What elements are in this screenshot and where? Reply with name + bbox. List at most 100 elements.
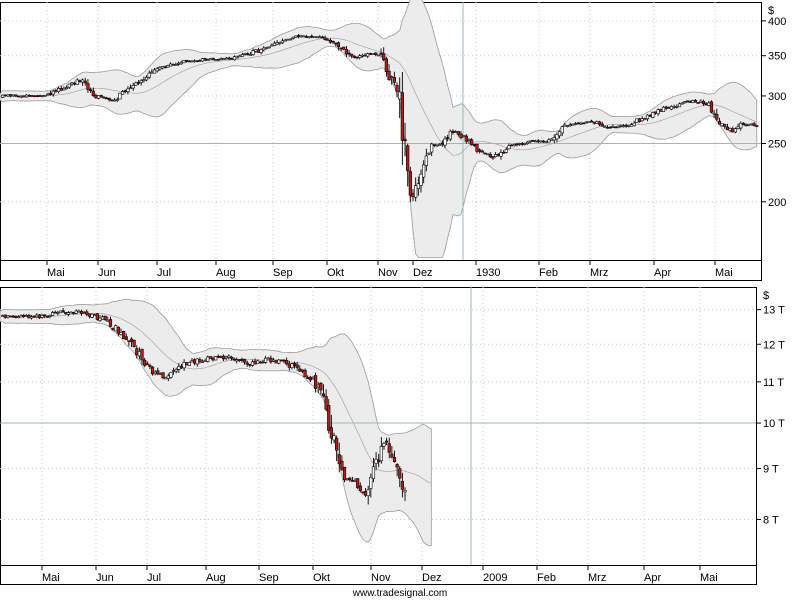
candle-up xyxy=(316,384,320,388)
candle-down xyxy=(304,36,309,38)
candle-up xyxy=(203,360,207,362)
candle-down xyxy=(211,57,215,60)
candle-down xyxy=(99,95,103,98)
candle-up xyxy=(98,317,102,321)
candle-up xyxy=(603,126,607,128)
y-tick-label: 300 xyxy=(768,91,786,103)
candle-down xyxy=(123,90,127,92)
candle-down xyxy=(605,127,610,129)
candle-down xyxy=(741,122,746,126)
candle-down xyxy=(451,130,455,133)
candle-up xyxy=(462,135,466,137)
candle-down xyxy=(184,59,189,62)
candle-down xyxy=(731,128,735,133)
x-tick-label: Mai xyxy=(47,267,65,279)
candle-up xyxy=(264,357,268,363)
candle-up xyxy=(611,126,615,128)
candle-up xyxy=(158,373,163,375)
candle-up xyxy=(587,121,591,123)
candle-down xyxy=(342,46,346,50)
top-price-panel: 200 250 300 350 400$ Mai Jun Jul Aug Sep Okt Nov Dez… xyxy=(0,0,786,281)
candle-up xyxy=(48,315,52,317)
candle-up xyxy=(126,88,130,92)
candle-up xyxy=(414,185,418,198)
candle-up xyxy=(179,61,183,65)
candle-up xyxy=(127,340,131,342)
candle-down xyxy=(87,313,92,317)
x-tick-label: Feb xyxy=(539,267,558,279)
candle-down xyxy=(327,405,331,431)
candle-down xyxy=(38,95,42,97)
candle-down xyxy=(536,140,540,143)
x-tick-label: Mai xyxy=(42,572,60,584)
bollinger-band xyxy=(0,0,758,258)
candle-down xyxy=(368,53,372,55)
candle-down xyxy=(685,100,690,103)
candle-down xyxy=(136,82,141,84)
candle-up xyxy=(1,94,5,98)
candle-down xyxy=(195,60,199,63)
candle-up xyxy=(227,355,231,358)
candle-down xyxy=(541,140,546,143)
y-tick-label: 400 xyxy=(768,16,786,28)
candle-down xyxy=(274,360,278,364)
candle-down xyxy=(171,63,175,66)
candle-up xyxy=(266,357,270,360)
candle-down xyxy=(313,375,318,389)
y-tick-label: 9 T xyxy=(763,464,779,476)
candle-down xyxy=(95,313,99,320)
candle-up xyxy=(544,141,548,143)
candle-down xyxy=(94,95,98,99)
candle-down xyxy=(336,42,341,48)
candle-up xyxy=(150,71,154,74)
candle-down xyxy=(400,481,404,490)
candle-up xyxy=(139,79,143,83)
candle-down xyxy=(319,382,323,391)
candle-down xyxy=(3,94,7,97)
candle-down xyxy=(400,92,404,141)
candle-up xyxy=(435,144,439,147)
candle-up xyxy=(419,173,423,186)
candle-down xyxy=(143,359,147,366)
candle-down xyxy=(432,144,436,146)
candle-up xyxy=(504,149,508,153)
candle-down xyxy=(496,154,500,156)
candle-up xyxy=(288,38,293,41)
candle-down xyxy=(248,364,252,366)
candle-down xyxy=(78,80,82,82)
candle-down xyxy=(122,331,126,339)
candle-down xyxy=(688,101,692,103)
bollinger-midline xyxy=(0,313,432,484)
candle-up xyxy=(57,88,61,92)
candle-down xyxy=(179,366,184,369)
candle-down xyxy=(321,393,326,397)
candle-up xyxy=(208,58,213,61)
candle-up xyxy=(629,124,634,127)
candle-up xyxy=(155,68,159,72)
candle-down xyxy=(14,315,18,318)
candle-up xyxy=(147,72,151,78)
candle-up xyxy=(651,112,655,118)
candle-up xyxy=(120,91,125,95)
candle-down xyxy=(33,95,37,98)
candle-down xyxy=(203,58,207,61)
candle-up xyxy=(360,55,364,57)
candle-down xyxy=(269,357,273,363)
candle-up xyxy=(371,53,375,55)
candle-up xyxy=(214,356,218,361)
candle-up xyxy=(312,36,317,39)
candle-down xyxy=(14,94,18,97)
candle-up xyxy=(621,125,626,128)
candle-down xyxy=(150,366,155,375)
candle-up xyxy=(454,131,458,133)
tradesignal-credit: www.tradesignal.com xyxy=(352,588,447,599)
candle-down xyxy=(287,363,291,368)
candle-down xyxy=(61,310,65,313)
candle-down xyxy=(132,339,136,347)
candle-down xyxy=(198,359,202,362)
candle-down xyxy=(411,192,415,198)
y-axis: 200 250 300 350 400$ xyxy=(761,5,786,209)
candle-up xyxy=(131,85,135,89)
candle-up xyxy=(43,94,47,97)
candle-up xyxy=(595,121,599,124)
